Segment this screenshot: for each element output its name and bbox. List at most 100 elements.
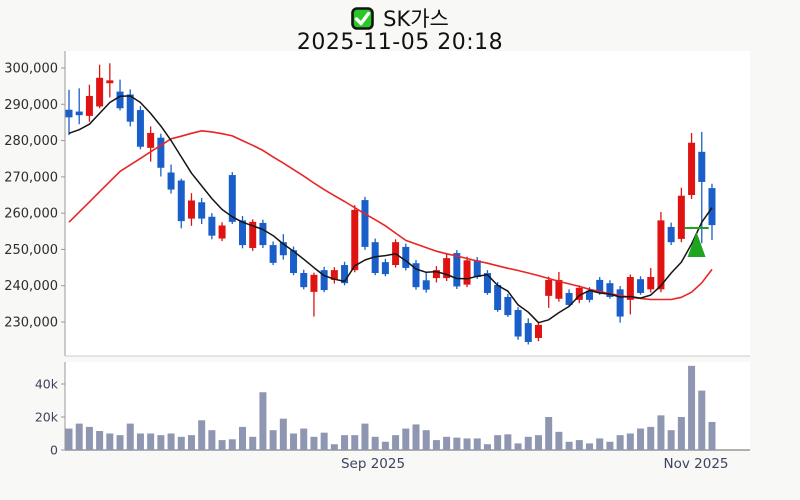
volume-bar	[626, 433, 634, 450]
candle-body-up	[96, 77, 104, 107]
candle-body-up	[555, 279, 563, 299]
volume-bar	[300, 428, 308, 450]
volume-bar	[586, 443, 594, 450]
volume-bar	[647, 426, 655, 450]
volume-bar	[667, 430, 675, 450]
candle-body-down	[494, 284, 502, 311]
volume-bar	[249, 436, 257, 450]
volume-bar	[157, 435, 165, 450]
volume-bar	[290, 433, 298, 450]
candle-body-up	[626, 277, 634, 300]
volume-bar	[106, 433, 114, 450]
volume-bar	[208, 430, 216, 450]
buy-signal-marker	[684, 227, 709, 258]
volume-bar	[259, 392, 267, 450]
volume-bar	[698, 390, 706, 450]
candle-body-down	[157, 137, 165, 168]
volume-bar	[402, 428, 410, 450]
volume-bar	[677, 417, 685, 450]
volume-bar	[565, 441, 573, 450]
price-tick-label: 280,000	[4, 134, 58, 149]
volume-bar	[443, 436, 451, 450]
candle-body-down	[177, 180, 185, 222]
volume-bar	[330, 444, 338, 450]
volume-bar	[596, 438, 604, 450]
candle-body-up	[463, 260, 471, 285]
checkbox-icon	[351, 6, 374, 30]
candle-body-down	[136, 110, 144, 147]
volume-bar	[545, 417, 553, 450]
candle-body-up	[310, 274, 318, 292]
candle-body-down	[167, 172, 175, 190]
candle-body-down	[279, 242, 287, 256]
volume-bar	[688, 365, 696, 450]
volume-bar	[483, 444, 491, 450]
price-tick-label: 250,000	[4, 243, 58, 258]
candle-body-up	[575, 287, 583, 300]
volume-bar	[708, 421, 716, 450]
volume-bar	[453, 437, 461, 450]
candle-body-up	[432, 270, 440, 279]
volume-bar	[167, 433, 175, 450]
price-tick-label: 300,000	[4, 62, 58, 77]
volume-bar	[341, 435, 349, 450]
volume-bar	[371, 436, 379, 450]
candlestick-plot-area[interactable]	[65, 51, 750, 356]
volume-bar	[310, 436, 318, 450]
stock-symbol: SK가스	[383, 7, 449, 31]
candle-body-down	[239, 220, 247, 246]
candle-body-up	[677, 195, 685, 239]
volume-bar	[412, 424, 420, 450]
volume-bar	[637, 428, 645, 450]
candle-body-down	[524, 323, 532, 342]
volume-bar	[463, 438, 471, 450]
volume-bars	[65, 365, 716, 450]
candle-body-up	[545, 279, 553, 296]
candle-body-down	[290, 250, 298, 274]
volume-bar	[65, 428, 73, 450]
volume-bar	[524, 436, 532, 450]
volume-bar	[136, 433, 144, 450]
candle-body-down	[300, 273, 308, 288]
candle-body-up	[249, 221, 257, 248]
candle-body-down	[453, 253, 461, 287]
candle-body-down	[616, 289, 624, 317]
candle-body-down	[565, 292, 573, 305]
candle-body-down	[259, 222, 267, 246]
volume-bar	[616, 435, 624, 450]
candle-body-down	[412, 263, 420, 288]
volume-bar	[177, 436, 185, 450]
volume-bar	[126, 423, 134, 450]
chart-title-row: SK가스	[0, 3, 800, 33]
price-tick-label: 230,000	[4, 316, 58, 331]
candle-body-up	[534, 324, 542, 338]
candle-body-down	[208, 216, 216, 236]
volume-tick-label: 20k	[35, 410, 59, 425]
volume-bar	[381, 441, 389, 450]
ma-long-line	[68, 130, 713, 301]
volume-bar	[187, 435, 195, 450]
ma-short-line	[68, 95, 713, 324]
candle-body-up	[106, 80, 114, 84]
volume-bar	[351, 435, 359, 450]
candle-body-up	[351, 209, 359, 271]
candle-body-up	[688, 142, 696, 195]
candle-body-up	[147, 132, 155, 148]
volume-bar	[534, 435, 542, 450]
candle-body-up	[657, 220, 665, 290]
date-tick-label: Nov 2025	[664, 456, 729, 472]
candle-body-down	[198, 202, 206, 219]
candle-body-down	[126, 94, 134, 122]
volume-bar	[96, 431, 104, 450]
volume-bar	[147, 433, 155, 450]
volume-bar	[239, 426, 247, 450]
volume-bar	[657, 415, 665, 450]
price-tick-label: 270,000	[4, 170, 58, 185]
volume-bar	[218, 440, 226, 450]
candle-body-down	[667, 226, 675, 243]
candle-body-down	[381, 262, 389, 275]
candle-body-down	[371, 242, 379, 274]
candle-body-down	[116, 91, 124, 109]
